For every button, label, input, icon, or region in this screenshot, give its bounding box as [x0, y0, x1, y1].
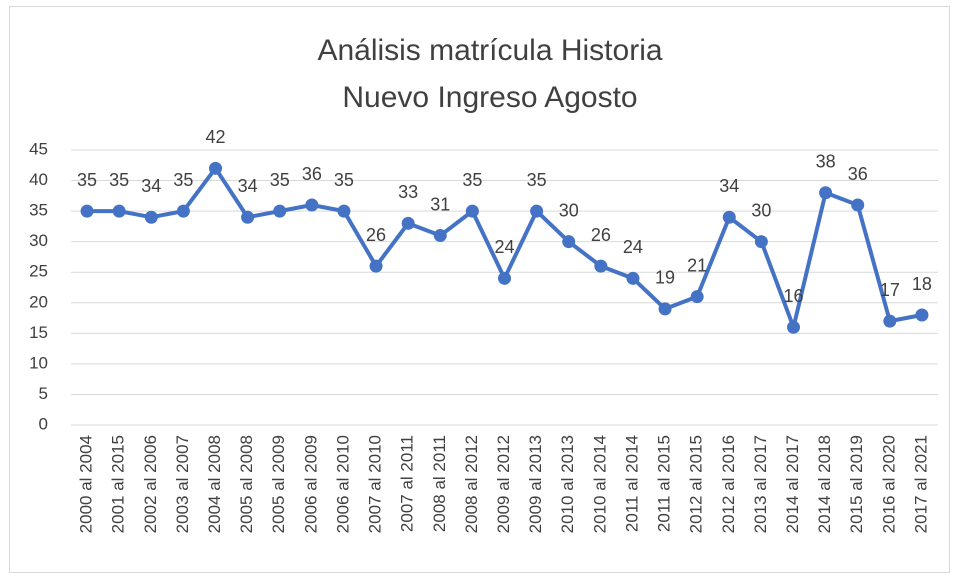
x-tick-label: 2000 al 2004 [77, 435, 96, 533]
data-label: 33 [398, 182, 418, 202]
x-tick-label: 2008 al 2012 [462, 435, 481, 533]
x-tick-label: 2009 al 2013 [526, 435, 545, 533]
data-point [433, 229, 447, 243]
y-tick-label: 15 [29, 323, 48, 342]
data-label: 24 [623, 237, 643, 257]
data-point [465, 204, 479, 218]
chart-frame [9, 6, 950, 573]
x-tick-label: 2007 al 2010 [366, 435, 385, 533]
data-point [915, 308, 929, 322]
x-tick-label: 2005 al 2009 [269, 435, 288, 533]
data-label: 16 [783, 286, 803, 306]
data-label: 21 [687, 255, 707, 275]
x-tick-label: 2003 al 2007 [173, 435, 192, 533]
x-tick-label: 2006 al 2010 [333, 435, 352, 533]
y-tick-label: 10 [29, 353, 48, 372]
x-tick-label: 2015 al 2019 [847, 435, 866, 533]
data-label: 34 [238, 176, 258, 196]
data-point [658, 302, 672, 316]
data-label: 35 [462, 170, 482, 190]
data-label: 35 [109, 170, 129, 190]
data-point [80, 204, 94, 218]
data-point [883, 314, 897, 328]
x-tick-label: 2007 al 2011 [398, 435, 417, 532]
data-label: 26 [366, 225, 386, 245]
data-label: 17 [880, 280, 900, 300]
data-label: 35 [77, 170, 97, 190]
data-point [754, 235, 768, 249]
y-tick-label: 20 [29, 292, 48, 311]
x-tick-label: 2005 al 2008 [237, 435, 256, 533]
data-point [209, 161, 222, 175]
data-label: 34 [141, 176, 161, 196]
data-point [562, 235, 576, 249]
y-tick-label: 45 [29, 139, 48, 158]
data-label: 30 [751, 200, 771, 220]
data-point [241, 210, 255, 224]
y-tick-label: 0 [39, 414, 48, 433]
x-tick-label: 2012 al 2015 [687, 435, 706, 533]
y-tick-label: 30 [29, 231, 48, 250]
data-point [112, 204, 126, 218]
x-tick-label: 2011 al 2015 [655, 435, 674, 532]
data-point [530, 204, 544, 218]
y-tick-label: 35 [29, 201, 48, 220]
data-label: 30 [559, 200, 579, 220]
x-tick-label: 2002 al 2006 [141, 435, 160, 533]
chart-title: Nuevo Ingreso Agosto [342, 81, 637, 114]
data-label: 35 [527, 170, 547, 190]
chart-title: Análisis matrícula Historia [317, 34, 662, 67]
data-point [337, 204, 351, 218]
x-tick-label: 2009 al 2012 [494, 435, 513, 533]
data-point [498, 271, 511, 285]
y-tick-label: 25 [29, 262, 48, 281]
y-tick-label: 5 [39, 384, 48, 403]
y-tick-label: 40 [29, 170, 48, 189]
data-label: 34 [719, 176, 739, 196]
data-point [819, 186, 833, 200]
data-point [851, 198, 865, 212]
data-label: 36 [302, 164, 322, 184]
x-tick-label: 2013 al 2017 [751, 435, 770, 533]
data-point [144, 210, 158, 224]
data-label: 19 [655, 268, 675, 288]
x-tick-label: 2004 al 2008 [205, 435, 224, 533]
data-label: 35 [173, 170, 193, 190]
data-point [626, 271, 640, 285]
x-tick-label: 2014 al 2018 [815, 435, 834, 533]
data-point [690, 290, 704, 304]
data-point [369, 259, 383, 273]
x-tick-label: 2014 al 2017 [783, 435, 802, 533]
data-point [401, 216, 415, 230]
data-label: 36 [848, 164, 868, 184]
data-label: 35 [270, 170, 290, 190]
data-label: 18 [912, 274, 932, 294]
data-point [305, 198, 319, 212]
data-label: 26 [591, 225, 611, 245]
x-tick-label: 2010 al 2013 [558, 435, 577, 533]
x-tick-label: 2001 al 2015 [109, 435, 128, 533]
data-point [787, 320, 800, 334]
x-tick-label: 2016 al 2020 [879, 435, 898, 533]
x-tick-label: 2006 al 2009 [301, 435, 320, 533]
data-point [594, 259, 608, 273]
data-point [273, 204, 287, 218]
data-label: 38 [816, 152, 836, 172]
x-tick-label: 2008 al 2011 [430, 435, 449, 532]
x-tick-label: 2012 al 2016 [719, 435, 738, 533]
data-point [176, 204, 190, 218]
x-tick-label: 2011 al 2014 [622, 435, 641, 532]
data-label: 24 [494, 237, 514, 257]
data-point [722, 210, 736, 224]
data-label: 35 [334, 170, 354, 190]
x-tick-label: 2010 al 2014 [590, 435, 609, 533]
data-label: 42 [205, 127, 225, 147]
data-label: 31 [430, 194, 450, 214]
x-tick-label: 2017 al 2021 [911, 435, 930, 533]
